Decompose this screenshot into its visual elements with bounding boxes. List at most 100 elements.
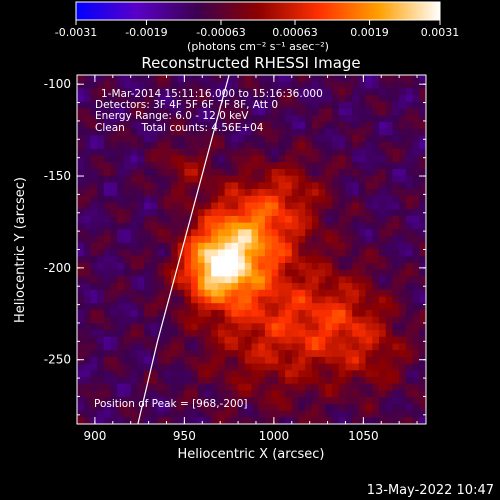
heatmap-pixel: [204, 195, 212, 204]
heatmap-pixel: [298, 142, 306, 150]
heatmap-pixel: [379, 370, 387, 378]
heatmap-pixel: [97, 363, 105, 371]
heatmap-pixel: [419, 309, 426, 318]
heatmap-pixel: [419, 283, 426, 291]
heatmap-pixel: [412, 162, 420, 170]
heatmap-pixel: [278, 350, 286, 358]
heatmap-pixel: [217, 356, 226, 365]
heatmap-pixel: [318, 222, 326, 230]
heatmap-pixel: [285, 135, 293, 143]
heatmap-pixel: [251, 175, 259, 183]
heatmap-pixel: [305, 336, 313, 345]
heatmap-pixel: [83, 202, 92, 210]
heatmap-pixel: [264, 121, 273, 130]
annotation-detectors: Detectors: 3F 4F 5F 6F 7F 8F, Att 0: [95, 99, 278, 111]
heatmap-pixel: [345, 182, 353, 190]
heatmap-pixel: [285, 88, 293, 96]
heatmap-pixel: [244, 296, 253, 304]
heatmap-pixel: [311, 397, 320, 405]
heatmap-pixel: [77, 202, 85, 210]
heatmap-pixel: [150, 168, 159, 177]
heatmap-pixel: [103, 289, 112, 298]
heatmap-pixel: [298, 390, 306, 398]
heatmap-pixel: [325, 397, 333, 405]
heatmap-pixel: [251, 303, 259, 311]
heatmap-pixel: [197, 209, 206, 217]
heatmap-pixel: [144, 175, 152, 183]
heatmap-pixel: [123, 202, 132, 210]
heatmap-pixel: [338, 256, 347, 264]
heatmap-pixel: [271, 323, 279, 331]
heatmap-pixel: [197, 417, 206, 424]
heatmap-pixel: [365, 289, 373, 298]
heatmap-pixel: [224, 81, 232, 90]
heatmap-pixel: [345, 343, 353, 351]
heatmap-pixel: [103, 189, 112, 197]
heatmap-pixel: [224, 356, 232, 365]
heatmap-pixel: [352, 175, 360, 183]
heatmap-pixel: [217, 88, 226, 96]
heatmap-pixel: [97, 209, 105, 217]
heatmap-pixel: [211, 128, 219, 136]
heatmap-pixel: [150, 195, 159, 204]
heatmap-pixel: [184, 390, 192, 398]
heatmap-pixel: [191, 350, 199, 358]
x-axis-ticks: 900 950 1000 1050: [83, 75, 418, 443]
heatmap-pixel: [379, 377, 387, 385]
heatmap-pixel: [130, 262, 138, 271]
heatmap-pixel: [77, 276, 85, 284]
heatmap-pixel: [271, 262, 279, 271]
heatmap-pixel: [144, 189, 152, 197]
heatmap-pixel: [217, 189, 226, 197]
heatmap-pixel: [90, 262, 98, 271]
heatmap-pixel: [184, 101, 192, 110]
heatmap-pixel: [137, 296, 145, 304]
heatmap-pixel: [405, 410, 414, 418]
heatmap-pixel: [412, 215, 420, 224]
heatmap-pixel: [358, 269, 367, 277]
heatmap-pixel: [278, 323, 286, 331]
heatmap-pixel: [217, 175, 226, 183]
heatmap-pixel: [372, 410, 380, 418]
heatmap-pixel: [103, 383, 112, 392]
heatmap-pixel: [258, 101, 266, 110]
heatmap-pixel: [358, 175, 367, 183]
heatmap-pixel: [244, 330, 253, 338]
heatmap-pixel: [345, 363, 353, 371]
heatmap-pixel: [379, 390, 387, 398]
heatmap-pixel: [291, 175, 300, 183]
heatmap-pixel: [130, 370, 138, 378]
heatmap-pixel: [392, 236, 400, 244]
heatmap-pixel: [365, 242, 373, 251]
heatmap-pixel: [285, 195, 293, 204]
heatmap-pixel: [271, 276, 279, 284]
heatmap-pixel: [251, 148, 259, 157]
heatmap-pixel: [311, 377, 320, 385]
heatmap-pixel: [352, 88, 360, 96]
heatmap-pixel: [77, 410, 85, 418]
heatmap-pixel: [345, 88, 353, 96]
heatmap-pixel: [372, 202, 380, 210]
heatmap-pixel: [345, 316, 353, 324]
heatmap-pixel: [392, 296, 400, 304]
heatmap-pixel: [332, 410, 340, 418]
heatmap-pixel: [184, 88, 192, 96]
heatmap-pixel: [191, 101, 199, 110]
heatmap-pixel: [90, 343, 98, 351]
heatmap-pixel: [117, 269, 125, 277]
heatmap-pixel: [137, 175, 145, 183]
heatmap-pixel: [325, 410, 333, 418]
heatmap-pixel: [150, 330, 159, 338]
heatmap-pixel: [271, 162, 279, 170]
heatmap-pixel: [123, 148, 132, 157]
heatmap-pixel: [412, 276, 420, 284]
heatmap-pixel: [117, 283, 125, 291]
y-axis-label: Heliocentric Y (arcsec): [13, 177, 28, 323]
heatmap-pixel: [365, 283, 373, 291]
heatmap-pixel: [83, 182, 92, 190]
heatmap-pixel: [345, 222, 353, 230]
heatmap-pixel: [204, 330, 212, 338]
heatmap-pixel: [144, 128, 152, 136]
y-tick-label: -200: [44, 261, 71, 275]
heatmap-pixel: [211, 269, 219, 277]
